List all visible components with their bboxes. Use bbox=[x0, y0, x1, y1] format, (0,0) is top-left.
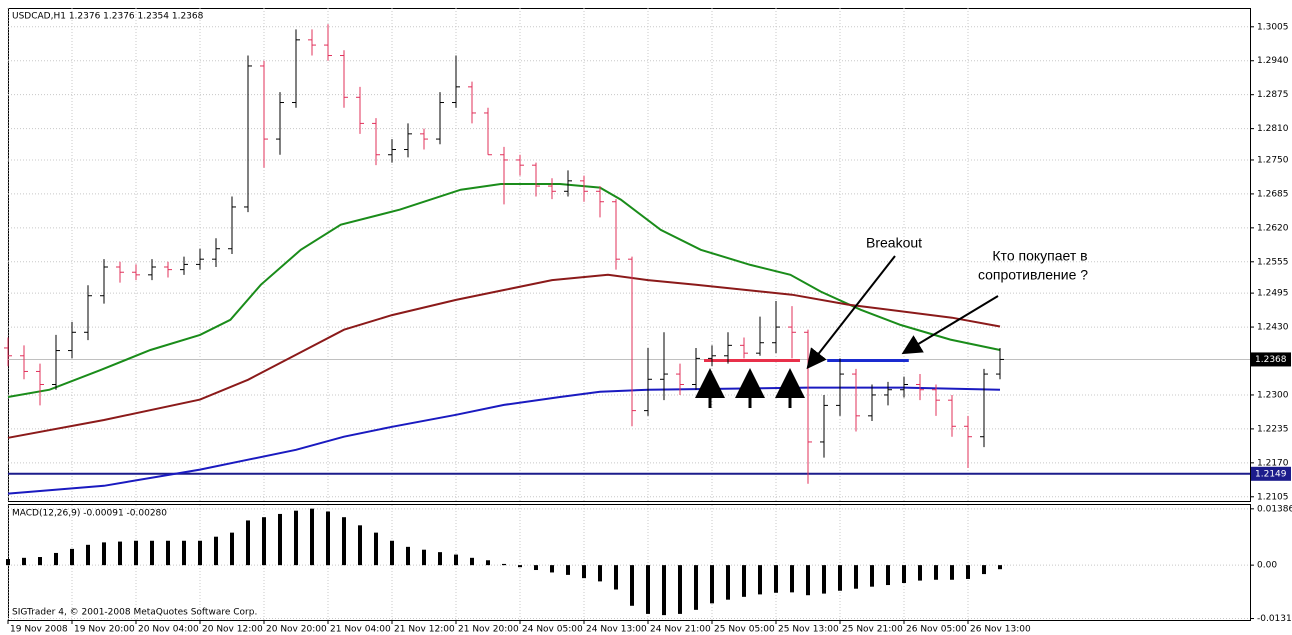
x-tick-label: 19 Nov 2008 bbox=[10, 625, 68, 635]
y-tick-label: 1.2750 bbox=[1257, 155, 1289, 165]
callout-arrow bbox=[901, 295, 999, 355]
x-tick-label: 25 Nov 13:00 bbox=[778, 625, 839, 635]
callout-arrow bbox=[806, 255, 896, 370]
y-tick-label: 1.2300 bbox=[1257, 390, 1289, 400]
y-tick-label: 1.3005 bbox=[1257, 22, 1289, 32]
y-tick-label: 1.2875 bbox=[1257, 90, 1289, 100]
footer: SIGTrader 4, © 2001-2008 MetaQuotes Soft… bbox=[12, 608, 257, 618]
x-tick-label: 25 Nov 21:00 bbox=[842, 625, 903, 635]
x-tick-label: 24 Nov 05:00 bbox=[522, 625, 583, 635]
x-tick-label: 21 Nov 20:00 bbox=[458, 625, 519, 635]
macd-title: MACD(12,26,9) -0.00091 -0.00280 bbox=[12, 509, 167, 519]
x-tick-label: 25 Nov 05:00 bbox=[714, 625, 775, 635]
price-label-box bbox=[1251, 352, 1291, 367]
moving-average bbox=[7, 273, 1001, 439]
y-tick-label: 1.2940 bbox=[1257, 56, 1289, 66]
y-tick-label: 0.01386 bbox=[1257, 504, 1292, 514]
y-tick-label: 0.00 bbox=[1257, 561, 1277, 571]
price-label: 1.2149 bbox=[1255, 469, 1287, 479]
annotation: сопротивление ? bbox=[978, 267, 1088, 283]
y-tick-label: 1.2810 bbox=[1257, 124, 1289, 134]
x-tick-label: 21 Nov 04:00 bbox=[330, 625, 391, 635]
x-tick-label: 26 Nov 05:00 bbox=[906, 625, 967, 635]
y-tick-label: 1.2620 bbox=[1257, 223, 1289, 233]
y-tick-label: 1.2235 bbox=[1257, 424, 1289, 434]
y-tick-label: 1.2430 bbox=[1257, 323, 1289, 333]
y-tick-label: 1.2170 bbox=[1257, 458, 1289, 468]
y-tick-label: 1.2495 bbox=[1257, 289, 1289, 299]
arrows bbox=[695, 368, 805, 408]
x-tick-label: 24 Nov 13:00 bbox=[586, 625, 647, 635]
x-tick-label: 20 Nov 12:00 bbox=[202, 625, 263, 635]
chart-title: USDCAD,H1 1.2376 1.2376 1.2354 1.2368 bbox=[12, 12, 204, 22]
x-tick-label: 21 Nov 12:00 bbox=[394, 625, 455, 635]
plot bbox=[4, 24, 1250, 616]
y-tick-label: 1.2105 bbox=[1257, 492, 1289, 502]
price-label-box bbox=[1251, 466, 1291, 481]
y-tick-label: -0.01314 bbox=[1257, 614, 1292, 624]
annotation: Кто покупает в bbox=[992, 248, 1087, 264]
x-tick-label: 26 Nov 13:00 bbox=[970, 625, 1031, 635]
price-label: 1.2368 bbox=[1255, 355, 1287, 365]
annotation: Breakout bbox=[866, 235, 922, 251]
moving-average bbox=[7, 183, 1001, 398]
x-tick-label: 20 Nov 04:00 bbox=[138, 625, 199, 635]
x-tick-label: 20 Nov 20:00 bbox=[266, 625, 327, 635]
y-tick-label: 1.2555 bbox=[1257, 257, 1289, 267]
x-tick-label: 24 Nov 21:00 bbox=[650, 625, 711, 635]
callout-arrows bbox=[806, 255, 999, 370]
y-tick-label: 1.2685 bbox=[1257, 189, 1289, 199]
x-tick-label: 19 Nov 20:00 bbox=[74, 625, 135, 635]
